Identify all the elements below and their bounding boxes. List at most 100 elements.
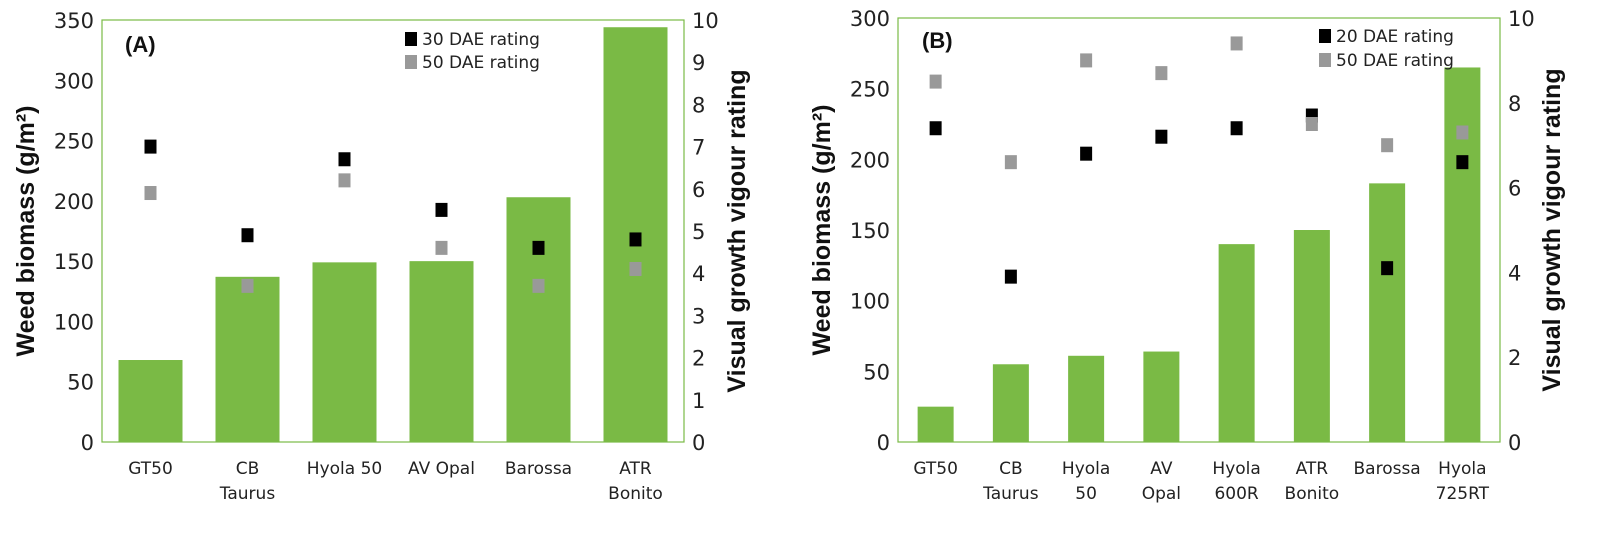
marker-series2-3 [1080, 53, 1093, 68]
plot-frame [897, 17, 1501, 443]
legend-swatch-2 [1319, 53, 1331, 67]
y-tick-label: 150 [850, 219, 890, 243]
marker-series1-1 [144, 139, 157, 154]
x-tick-label-line: Opal [1142, 484, 1181, 504]
marker-series2-8 [1456, 125, 1469, 140]
x-tick-label-1: GT50 [128, 459, 173, 479]
x-tick-label-line: Hyola [1212, 459, 1260, 479]
x-tick-label-line: Taurus [982, 484, 1039, 504]
marker-series2-7 [1381, 138, 1394, 153]
x-tick-label-6: ATR Bonito [1285, 459, 1340, 504]
marker-series2-1 [144, 186, 157, 201]
y2-tick-label: 4 [692, 262, 705, 286]
x-tick-label-line: Bonito [608, 484, 663, 504]
x-tick-label-line: Bonito [1285, 484, 1340, 504]
y-tick-label: 100 [54, 310, 94, 334]
bar-biomass-8 [1444, 67, 1481, 442]
marker-series2-5 [1230, 36, 1243, 51]
y2-tick-label: 2 [692, 347, 705, 371]
x-tick-label-line: AV [1150, 459, 1173, 479]
y2-tick-label: 5 [692, 220, 705, 244]
x-tick-label-line: Hyola [1438, 459, 1486, 479]
x-tick-label-line: 600R [1214, 484, 1258, 504]
marker-series1-7 [1381, 261, 1394, 276]
x-tick-label-line: AV Opal [408, 459, 475, 479]
marker-series2-6 [1305, 117, 1318, 131]
x-tick-label-2: CB Taurus [219, 459, 276, 504]
chart-panel-2: 0 50 100 150 200 250 300 0 2 4 6 8 10 GT50 CB Taurus Hyo… [808, 7, 1566, 504]
y-tick-label: 50 [67, 371, 94, 395]
legend: 20 DAE rating 50 DAE rating [1319, 27, 1454, 71]
x-tick-label-line: Barossa [505, 459, 572, 479]
legend-swatch-1 [405, 32, 417, 46]
y2-axis-title: Visual growth vigour rating [723, 69, 751, 392]
panel-label: (B) [922, 28, 953, 53]
legend: 30 DAE rating 50 DAE rating [405, 30, 540, 73]
y2-tick-label: 7 [692, 136, 705, 160]
legend-swatch-2 [405, 55, 417, 69]
y-axis-title: Weed biomass (g/m²) [808, 105, 836, 356]
x-tick-label-line: Barossa [1354, 459, 1421, 479]
marker-series1-4 [435, 202, 448, 217]
marker-series2-6 [629, 261, 642, 276]
chart-panel-1: 0 50 100 150 200 250 300 350 0 1 2 3 4 5 6 7 8 9 10 GT50 CB T… [12, 9, 751, 504]
y2-axis-title: Visual growth vigour rating [1538, 68, 1566, 391]
y2-tick-label: 0 [1508, 431, 1521, 455]
x-tick-label-line: Hyola [1062, 459, 1110, 479]
x-tick-label-line: Taurus [219, 484, 276, 504]
bar-biomass-1 [118, 360, 183, 442]
x-tick-label-8: Hyola 725RT [1436, 459, 1490, 504]
y2-tick-label: 2 [1508, 346, 1521, 370]
x-tick-label-4: AV Opal [408, 459, 475, 479]
y-tick-label: 0 [81, 431, 94, 455]
x-tick-label-1: GT50 [913, 459, 958, 479]
legend-label-1: 20 DAE rating [1336, 27, 1454, 47]
x-tick-label-2: CB Taurus [982, 459, 1039, 504]
y-tick-label: 300 [54, 69, 94, 93]
y2-tick-label: 3 [692, 304, 705, 328]
marker-series1-5 [1230, 121, 1243, 136]
x-tick-label-3: Hyola 50 [1062, 459, 1110, 504]
x-tick-label-4: AV Opal [1142, 459, 1181, 504]
marker-series1-3 [338, 152, 351, 167]
marker-series2-4 [1155, 66, 1168, 81]
marker-series1-3 [1080, 146, 1093, 161]
y-tick-label: 300 [850, 7, 890, 31]
x-tick-label-7: Barossa [1354, 459, 1421, 479]
bar-biomass-7 [1369, 183, 1406, 443]
x-tick-label-line: 50 [1075, 484, 1097, 504]
x-tick-label-line: GT50 [128, 459, 173, 479]
marker-series1-2 [241, 228, 254, 243]
marker-series1-8 [1456, 155, 1469, 170]
marker-series1-1 [929, 121, 942, 136]
bar-biomass-4 [1143, 351, 1180, 442]
marker-series1-2 [1004, 269, 1017, 284]
y-tick-label: 100 [850, 290, 890, 314]
marker-series2-1 [929, 74, 942, 89]
bar-biomass-3 [312, 262, 377, 442]
x-tick-label-line: GT50 [913, 459, 958, 479]
x-tick-label-line: CB [999, 459, 1023, 479]
y-tick-label: 200 [54, 190, 94, 214]
plot-frame [101, 19, 685, 443]
panel-label: (A) [125, 32, 156, 57]
legend-label-1: 30 DAE rating [422, 30, 540, 50]
y2-tick-label: 8 [1508, 92, 1521, 116]
marker-series2-3 [338, 173, 351, 188]
marker-series2-5 [532, 278, 545, 293]
y-tick-label: 350 [54, 9, 94, 33]
y2-tick-label: 9 [692, 51, 705, 75]
y-tick-label: 250 [850, 78, 890, 102]
y2-tick-label: 0 [692, 431, 705, 455]
legend-label-2: 50 DAE rating [422, 53, 540, 73]
x-tick-label-line: 725RT [1436, 484, 1490, 504]
marker-series1-6 [629, 232, 642, 247]
y2-tick-label: 1 [692, 389, 705, 413]
y-tick-label: 150 [54, 250, 94, 274]
marker-series2-4 [435, 240, 448, 255]
y2-tick-label: 6 [692, 178, 705, 202]
y2-tick-label: 10 [692, 9, 719, 33]
y2-tick-label: 10 [1508, 7, 1535, 31]
legend-swatch-1 [1319, 29, 1331, 43]
y-tick-label: 50 [863, 360, 890, 384]
